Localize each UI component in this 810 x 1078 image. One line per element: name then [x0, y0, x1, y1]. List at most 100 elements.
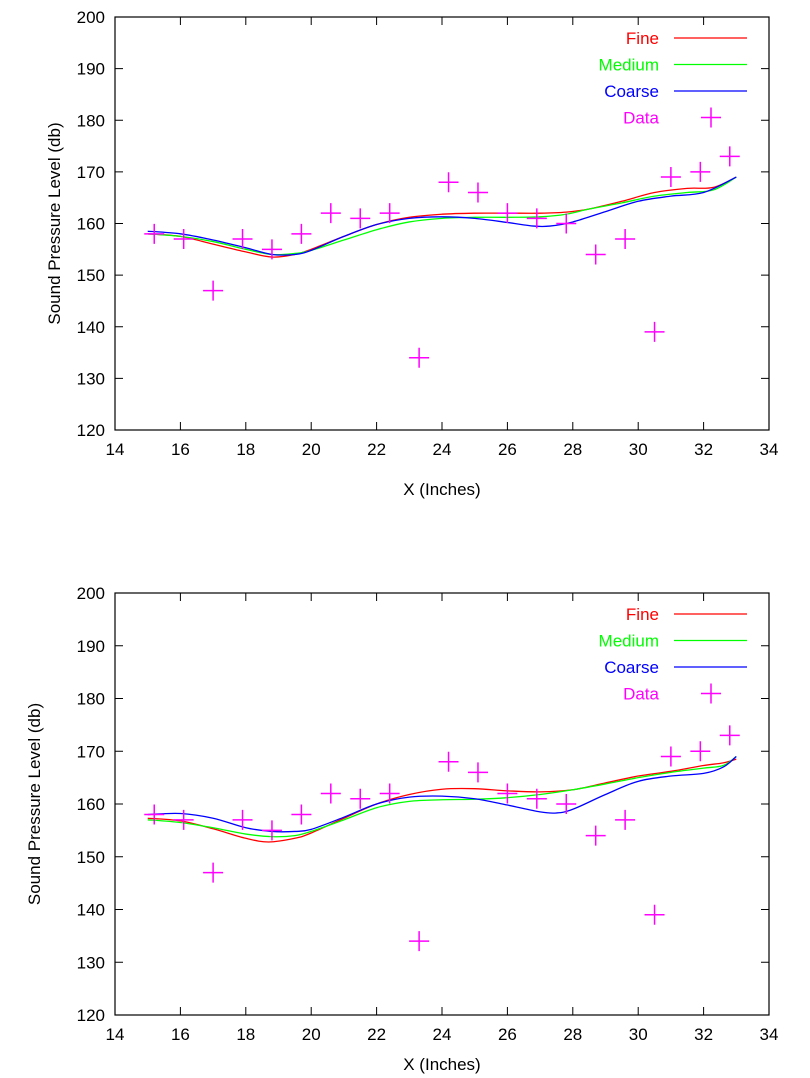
chart-1-series-data-point [526, 208, 547, 229]
chart-1-series-data-point [497, 203, 518, 224]
chart-1-y-tick-label: 150 [77, 266, 105, 285]
chart-1-series-data-point [144, 223, 165, 244]
chart-2-legend-label-data: Data [623, 685, 659, 704]
chart-1-x-tick-label: 24 [433, 440, 452, 459]
chart-1-y-tick-label: 120 [77, 421, 105, 440]
chart-1-series-medium-line [147, 176, 737, 256]
chart-1-series-data-point [438, 172, 459, 193]
chart-2-x-tick-label: 28 [563, 1025, 582, 1044]
chart-2-series-coarse-line [147, 756, 737, 833]
chart-1-series-data-point [291, 223, 312, 244]
chart-2-series-data-point [467, 762, 488, 783]
chart-1-series-data-point [719, 146, 740, 167]
chart-1-y-tick-label: 200 [77, 8, 105, 27]
chart-2-series-fine-line [147, 758, 737, 843]
chart-2-legend-label-fine: Fine [626, 605, 659, 624]
chart-2-x-tick-label: 20 [302, 1025, 321, 1044]
chart-2-x-tick-label: 30 [629, 1025, 648, 1044]
chart-1-y-tick-label: 130 [77, 369, 105, 388]
chart-1-series-data-point [261, 239, 282, 260]
chart-1-x-tick-label: 34 [760, 440, 779, 459]
chart-1-plot-frame [114, 16, 770, 431]
chart-2-y-axis-label: Sound Pressure Level (db) [25, 703, 44, 905]
chart-2-x-tick-label: 24 [433, 1025, 452, 1044]
chart-1-x-tick-label: 26 [498, 440, 517, 459]
chart-1-legend-label-fine: Fine [626, 29, 659, 48]
chart-1-legend-swatch-data [701, 107, 721, 128]
chart-2-x-tick-label: 18 [236, 1025, 255, 1044]
chart-2: 120 130 140 150 160 170 180 190 200 14 16 18 20 22 24 2… [25, 584, 778, 1074]
chart-2-series-data-point [144, 804, 165, 825]
chart-1-series-data-point [320, 203, 341, 224]
chart-1-legend-label-coarse: Coarse [604, 82, 659, 101]
chart-1-x-tick-label: 14 [106, 440, 125, 459]
chart-1-y-tick-label: 140 [77, 318, 105, 337]
chart-1-series-data-point [660, 167, 681, 188]
chart-1-series-coarse-line [147, 176, 737, 256]
chart-1-x-tick-label: 22 [367, 440, 386, 459]
chart-1-series-fine-line [147, 176, 737, 258]
chart-2-x-tick-label: 14 [106, 1025, 125, 1044]
chart-2-series-data-point [585, 825, 606, 846]
chart-2-series-data-point [660, 746, 681, 767]
chart-2-x-tick-label: 16 [171, 1025, 190, 1044]
chart-2-y-tick-label: 200 [77, 584, 105, 603]
chart-2-y-tick-label: 180 [77, 690, 105, 709]
chart-1-series-data-point [350, 208, 371, 229]
chart-2-y-tick-label: 170 [77, 742, 105, 761]
chart-2-series-data-point [690, 741, 711, 762]
chart-1-series-data-point [615, 228, 636, 249]
chart-2-series-data-point [438, 751, 459, 772]
chart-2-legend-swatch-data [701, 683, 721, 704]
chart-2-series-data-point [497, 783, 518, 804]
chart-1-series-data-point [556, 213, 577, 234]
chart-1-x-tick-label: 30 [629, 440, 648, 459]
chart-1-y-tick-label: 180 [77, 111, 105, 130]
chart-1-series-data-point [644, 321, 665, 342]
chart-1: 120 130 140 150 160 170 180 190 200 14 16 18 20 22 24 2… [45, 8, 778, 499]
chart-1-series-data-point [203, 280, 224, 301]
chart-2-series-data-point [379, 783, 400, 804]
chart-2-series-data-point [350, 788, 371, 809]
chart-2-series-data-point [232, 809, 253, 830]
chart-2-y-tick-label: 120 [77, 1006, 105, 1025]
chart-1-y-tick-label: 190 [77, 60, 105, 79]
chart-2-series-data-point [526, 788, 547, 809]
chart-2-series-data-point [261, 820, 282, 841]
chart-1-series-data-point [409, 347, 430, 368]
chart-1-series-data-point [173, 228, 194, 249]
chart-1-series-data-point [379, 203, 400, 224]
chart-2-series-data-point [719, 725, 740, 746]
chart-2-series-data-point [291, 804, 312, 825]
chart-1-series-data-point [232, 228, 253, 249]
chart-2-y-tick-label: 140 [77, 901, 105, 920]
chart-2-series-data-point [173, 809, 194, 830]
chart-1-y-tick-label: 170 [77, 163, 105, 182]
chart-2-series-medium-line [147, 755, 737, 838]
chart-2-series-data-point [615, 809, 636, 830]
chart-2-y-tick-label: 160 [77, 795, 105, 814]
chart-1-y-axis-label: Sound Pressure Level (db) [45, 122, 64, 324]
chart-2-y-tick-label: 130 [77, 953, 105, 972]
chart-1-x-tick-label: 20 [302, 440, 321, 459]
chart-1-legend-label-data: Data [623, 109, 659, 128]
chart-2-series-data-point [556, 794, 577, 814]
chart-2-x-tick-label: 22 [367, 1025, 386, 1044]
chart-2-x-tick-label: 34 [760, 1025, 779, 1044]
chart-2-series-data-point [320, 783, 341, 804]
chart-1-x-tick-label: 28 [563, 440, 582, 459]
chart-1-legend-label-medium: Medium [599, 56, 659, 75]
chart-1-series-data-point [467, 182, 488, 203]
chart-2-series-data-point [644, 904, 665, 925]
chart-1-series-data-point [690, 161, 711, 182]
chart-1-x-tick-label: 18 [236, 440, 255, 459]
chart-1-y-tick-label: 160 [77, 215, 105, 234]
chart-2-series-data-point [409, 931, 430, 952]
chart-2-y-tick-label: 190 [77, 637, 105, 656]
chart-2-legend-label-coarse: Coarse [604, 658, 659, 677]
chart-2-x-axis-label: X (Inches) [403, 1055, 480, 1074]
chart-2-x-tick-label: 32 [694, 1025, 713, 1044]
chart-1-x-axis-label: X (Inches) [403, 480, 480, 499]
chart-2-legend-label-medium: Medium [599, 632, 659, 651]
